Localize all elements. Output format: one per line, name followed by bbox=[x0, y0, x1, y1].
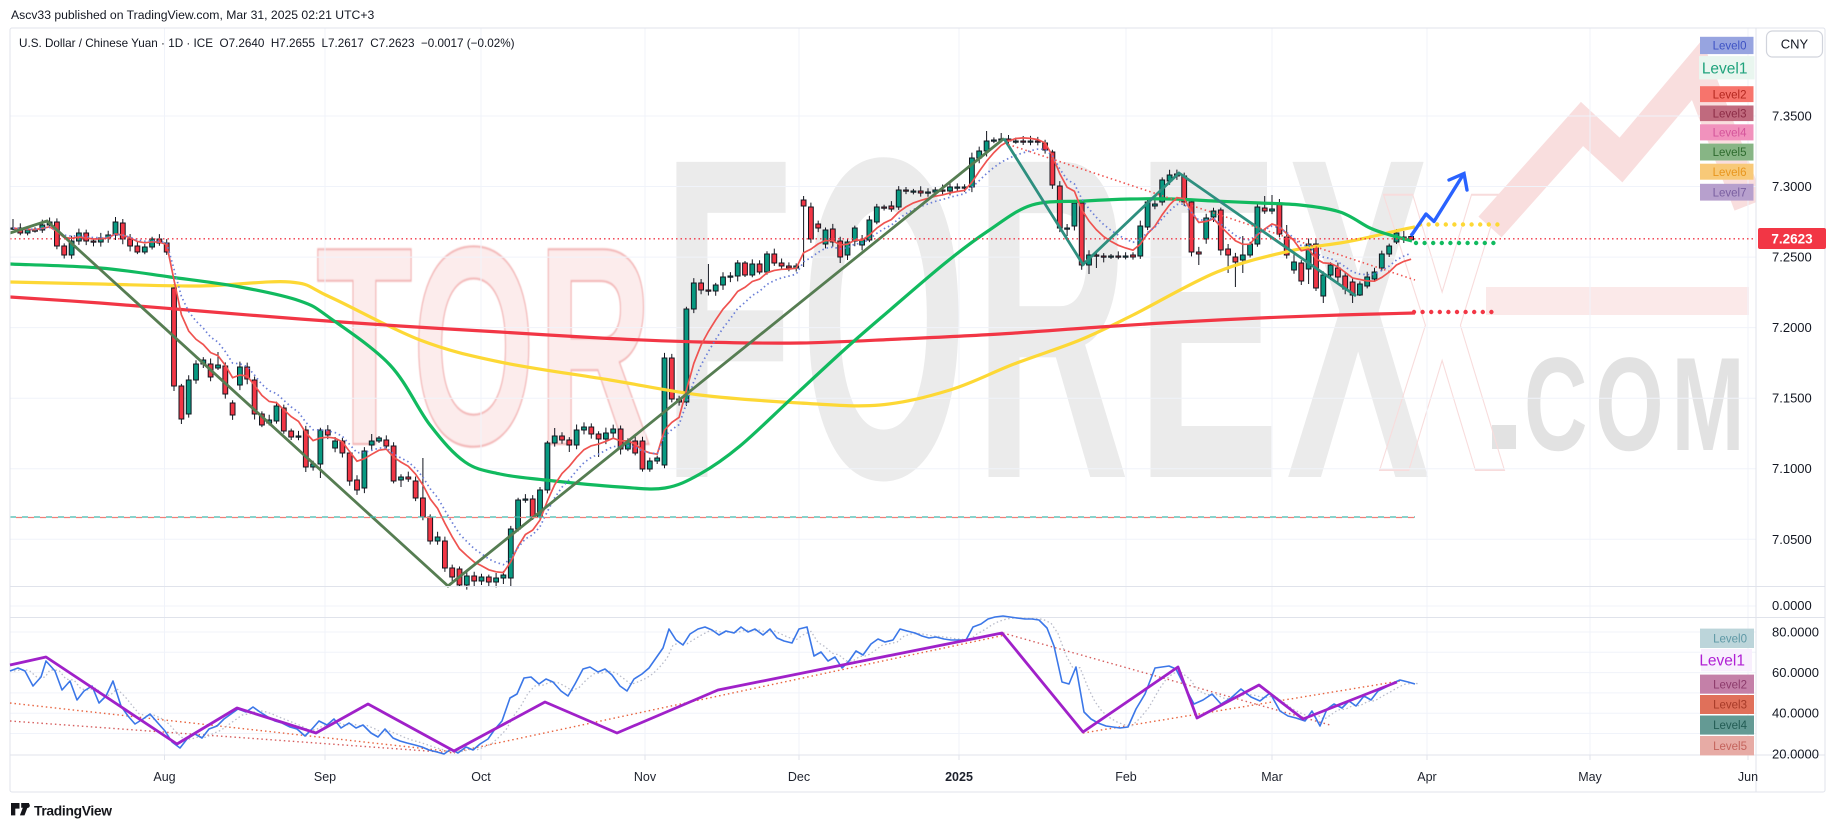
svg-text:Apr: Apr bbox=[1417, 770, 1436, 784]
svg-text:7.1500: 7.1500 bbox=[1772, 391, 1812, 406]
svg-text:Level5: Level5 bbox=[1713, 741, 1747, 753]
svg-text:CNY: CNY bbox=[1781, 37, 1809, 52]
svg-text:Aug: Aug bbox=[153, 770, 175, 784]
svg-text:TradingView: TradingView bbox=[34, 804, 112, 819]
svg-text:Level0: Level0 bbox=[1713, 41, 1747, 53]
svg-text:Level4: Level4 bbox=[1713, 720, 1747, 732]
svg-text:7.0500: 7.0500 bbox=[1772, 532, 1812, 547]
svg-text:TOR: TOR bbox=[316, 187, 654, 504]
svg-text:Level6: Level6 bbox=[1713, 167, 1747, 179]
svg-text:May: May bbox=[1578, 770, 1602, 784]
svg-text:FOREX: FOREX bbox=[662, 62, 1436, 574]
svg-text:Level7: Level7 bbox=[1713, 187, 1747, 199]
svg-text:Sep: Sep bbox=[314, 770, 336, 784]
svg-text:0.0000: 0.0000 bbox=[1772, 598, 1812, 613]
svg-text:7.3500: 7.3500 bbox=[1772, 109, 1812, 124]
svg-text:Oct: Oct bbox=[471, 770, 491, 784]
svg-text:Level0: Level0 bbox=[1713, 633, 1747, 645]
svg-text:60.0000: 60.0000 bbox=[1772, 665, 1819, 680]
svg-text:Level3: Level3 bbox=[1713, 700, 1747, 712]
svg-text:Nov: Nov bbox=[634, 770, 657, 784]
svg-text:7.1000: 7.1000 bbox=[1772, 461, 1812, 476]
svg-text:40.0000: 40.0000 bbox=[1772, 706, 1819, 721]
svg-text:Level2: Level2 bbox=[1713, 89, 1747, 101]
svg-text:COM: COM bbox=[1524, 330, 1753, 479]
svg-text:Feb: Feb bbox=[1115, 770, 1137, 784]
svg-text:Mar: Mar bbox=[1261, 770, 1283, 784]
svg-text:Level2: Level2 bbox=[1713, 679, 1747, 691]
svg-text:80.0000: 80.0000 bbox=[1772, 625, 1819, 640]
svg-text:X: X bbox=[1378, 109, 1507, 555]
svg-text:2025: 2025 bbox=[945, 770, 973, 784]
svg-text:Level3: Level3 bbox=[1713, 108, 1747, 120]
svg-text:Dec: Dec bbox=[788, 770, 810, 784]
svg-text:Jun: Jun bbox=[1738, 770, 1758, 784]
svg-text:Level4: Level4 bbox=[1713, 128, 1747, 140]
svg-text:Level5: Level5 bbox=[1713, 147, 1747, 159]
svg-text:7.3000: 7.3000 bbox=[1772, 179, 1812, 194]
svg-text:Ascv33 published on TradingVie: Ascv33 published on TradingView.com, Mar… bbox=[11, 8, 374, 22]
svg-text:7.2000: 7.2000 bbox=[1772, 320, 1812, 335]
svg-text:20.0000: 20.0000 bbox=[1772, 746, 1819, 761]
svg-text:7.2623: 7.2623 bbox=[1771, 232, 1813, 247]
svg-text:U.S. Dollar / Chinese Yuan · 1: U.S. Dollar / Chinese Yuan · 1D · ICE O7… bbox=[19, 37, 515, 50]
svg-text:Level1: Level1 bbox=[1702, 60, 1748, 77]
svg-text:7.2500: 7.2500 bbox=[1772, 250, 1812, 265]
svg-text:Level1: Level1 bbox=[1699, 653, 1745, 670]
